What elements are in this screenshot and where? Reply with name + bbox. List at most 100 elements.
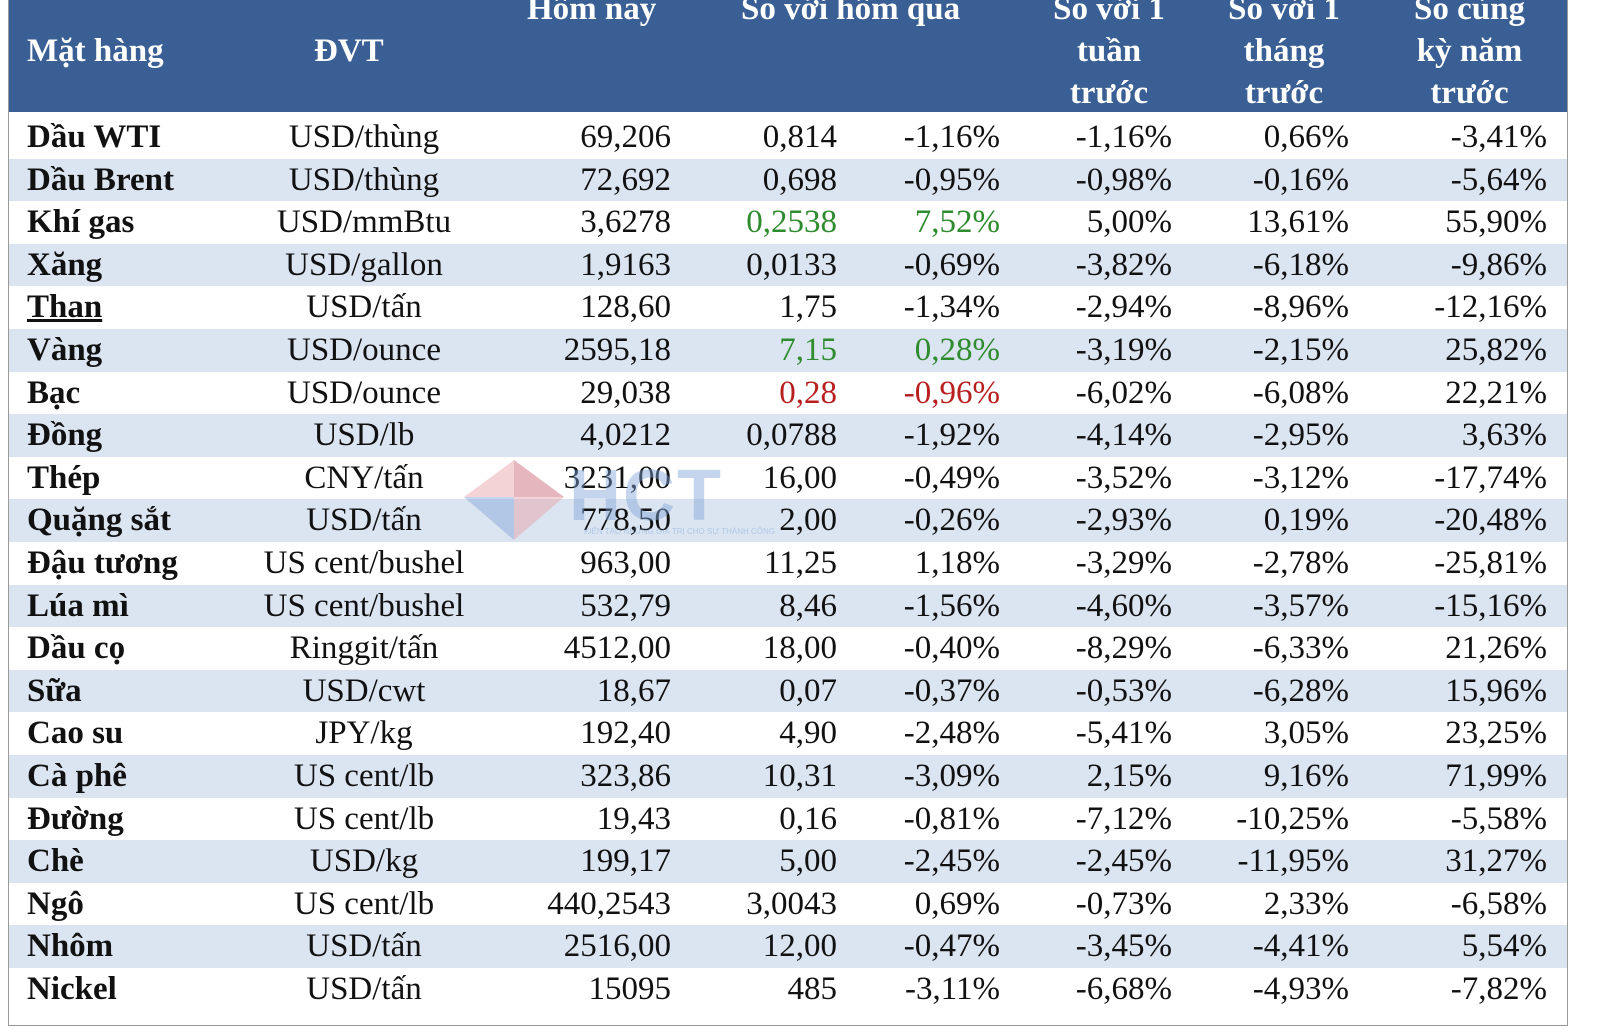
cell-change-pct: 0,28%	[914, 331, 1000, 368]
cell-vs-year: 25,82%	[1445, 331, 1547, 368]
cell-name: Chè	[27, 843, 84, 880]
cell-change-pct: -0,95%	[903, 161, 1000, 198]
table-row: Bạc USD/ounce 29,038 0,28 -0,96% -6,02% -6,08%…	[9, 372, 1567, 415]
cell-unit: USD/ounce	[287, 374, 441, 411]
cell-vs-year: -15,16%	[1434, 587, 1547, 624]
cell-vs-week: -6,68%	[1075, 970, 1172, 1007]
cell-name: Cà phê	[27, 757, 127, 794]
cell-change-pct: -1,34%	[903, 289, 1000, 326]
cell-vs-month: -6,33%	[1252, 630, 1349, 667]
cell-unit: Ringgit/tấn	[289, 630, 439, 667]
cell-today: 29,038	[580, 374, 671, 411]
cell-name: Xăng	[27, 246, 103, 283]
cell-vs-month: -2,78%	[1252, 544, 1349, 581]
cell-today: 440,2543	[547, 885, 671, 922]
cell-unit: US cent/lb	[293, 885, 435, 922]
cell-vs-week: -2,93%	[1075, 502, 1172, 539]
table-body: Dầu WTI USD/thùng 69,206 0,814 -1,16% -1,16% 0…	[9, 116, 1567, 1010]
cell-vs-year: 23,25%	[1445, 715, 1547, 752]
cell-change-abs: 2,00	[779, 502, 837, 539]
table-row: Nhôm USD/tấn 2516,00 12,00 -0,47% -3,45% -4,41…	[9, 925, 1567, 968]
cell-name: Dầu cọ	[27, 630, 126, 667]
table-row: Dầu Brent USD/thùng 72,692 0,698 -0,95% -0,98…	[9, 158, 1567, 202]
cell-vs-week: -3,19%	[1075, 331, 1172, 368]
cell-change-pct: -3,09%	[903, 757, 1000, 794]
cell-change-pct: -1,16%	[903, 119, 1000, 155]
cell-name: Đồng	[27, 417, 103, 454]
cell-vs-month: -2,15%	[1252, 331, 1349, 368]
table-row: Đường US cent/lb 19,43 0,16 -0,81% -7,12% -10,…	[9, 798, 1567, 841]
cell-change-abs: 12,00	[762, 928, 837, 965]
cell-vs-year: 21,26%	[1445, 630, 1547, 667]
cell-vs-week: -0,98%	[1075, 161, 1172, 198]
cell-name[interactable]: Than	[27, 289, 103, 326]
cell-name: Quặng sắt	[27, 502, 171, 539]
cell-vs-month: -6,18%	[1252, 246, 1349, 283]
cell-vs-year: -7,82%	[1450, 970, 1547, 1007]
cell-vs-year: 15,96%	[1445, 672, 1547, 709]
cell-vs-year: -12,16%	[1434, 289, 1547, 326]
header-today: Hôm nay	[527, 0, 657, 27]
cell-vs-month: -11,95%	[1237, 843, 1349, 880]
cell-vs-week: -1,16%	[1075, 119, 1172, 155]
cell-today: 72,692	[580, 161, 671, 198]
cell-vs-week: -7,12%	[1075, 800, 1172, 837]
cell-vs-month: -6,08%	[1252, 374, 1349, 411]
cell-change-abs: 8,46	[779, 587, 837, 624]
header-vs-yesterday: So với hôm qua	[741, 0, 961, 27]
table-row: Than USD/tấn 128,60 1,75 -1,34% -2,94% -8,96% -…	[9, 286, 1567, 329]
cell-vs-week: -3,52%	[1075, 459, 1172, 496]
cell-name: Khí gas	[27, 204, 135, 241]
cell-name: Đường	[27, 800, 124, 837]
cell-today: 128,60	[580, 289, 671, 326]
cell-change-pct: -0,81%	[903, 800, 1000, 837]
cell-unit: USD/cwt	[302, 672, 426, 709]
cell-unit: USD/tấn	[306, 970, 422, 1007]
header-unit: ĐVT	[314, 33, 384, 69]
cell-vs-week: -3,45%	[1075, 928, 1172, 965]
table-row: Lúa mì US cent/bushel 532,79 8,46 -1,56% -4,6…	[9, 584, 1567, 628]
table-row: Nickel USD/tấn 15095 485 -3,11% -6,68% -4,93% -…	[9, 968, 1567, 1011]
cell-today: 323,86	[580, 757, 671, 794]
cell-unit: USD/tấn	[306, 502, 422, 539]
cell-name: Nhôm	[27, 928, 114, 965]
cell-today: 532,79	[580, 587, 671, 624]
cell-change-pct: 7,52%	[914, 204, 1000, 241]
cell-unit: USD/tấn	[306, 928, 422, 965]
table-row: Ngô US cent/lb 440,2543 3,0043 0,69% -0,73% 2,…	[9, 883, 1567, 926]
cell-vs-month: -4,93%	[1252, 970, 1349, 1007]
cell-today: 15095	[588, 970, 672, 1007]
cell-change-pct: -1,56%	[903, 587, 1000, 624]
cell-today: 2595,18	[563, 331, 671, 368]
cell-change-pct: 1,18%	[914, 544, 1000, 581]
cell-vs-week: -2,94%	[1075, 289, 1172, 326]
cell-change-abs: 4,90	[779, 715, 837, 752]
cell-vs-year: -9,86%	[1450, 246, 1547, 283]
cell-unit: USD/ounce	[287, 331, 441, 368]
cell-vs-month: -2,95%	[1252, 417, 1349, 454]
cell-unit: USD/tấn	[306, 289, 422, 326]
table-row: Vàng USD/ounce 2595,18 7,15 0,28% -3,19% -2,15…	[9, 328, 1567, 372]
cell-vs-week: -3,82%	[1075, 246, 1172, 283]
cell-vs-week: -4,14%	[1075, 417, 1172, 454]
cell-unit: JPY/kg	[315, 715, 413, 752]
cell-vs-week: -3,29%	[1075, 544, 1172, 581]
cell-name: Ngô	[27, 885, 84, 922]
cell-unit: USD/mmBtu	[276, 204, 452, 241]
table-row: Thép CNY/tấn 3231,00 16,00 -0,49% -3,52% -3,12…	[9, 457, 1567, 500]
cell-name: Vàng	[27, 331, 103, 368]
cell-unit: USD/kg	[309, 843, 419, 880]
table-row: Đậu tương US cent/bushel 963,00 11,25 1,18% -…	[9, 542, 1567, 585]
table-row: Xăng USD/gallon 1,9163 0,0133 -0,69% -3,82% -6…	[9, 243, 1567, 287]
table-row: Quặng sắt USD/tấn 778,50 2,00 -0,26% -2,93% 0,…	[9, 499, 1567, 542]
cell-vs-month: -3,57%	[1252, 587, 1349, 624]
cell-unit: USD/thùng	[288, 119, 440, 155]
table-row: Dầu WTI USD/thùng 69,206 0,814 -1,16% -1,16% 0…	[9, 116, 1567, 159]
cell-vs-year: 22,21%	[1445, 374, 1547, 411]
cell-vs-year: 5,54%	[1461, 928, 1547, 965]
cell-vs-month: -10,25%	[1236, 800, 1349, 837]
cell-change-abs: 485	[787, 970, 838, 1007]
table-row: Khí gas USD/mmBtu 3,6278 0,2538 7,52% 5,00% 13…	[9, 201, 1567, 244]
cell-vs-year: -25,81%	[1434, 544, 1547, 581]
commodity-price-table: Mặt hàng ĐVT Hôm nay So với hôm qua So v…	[8, 0, 1568, 1026]
